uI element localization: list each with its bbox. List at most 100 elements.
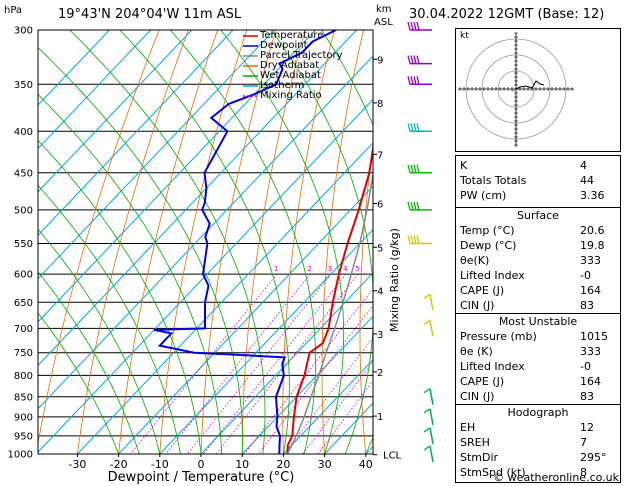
- isotherm-line: [200, 272, 373, 454]
- isotherm-line: [38, 30, 110, 106]
- wind-barb: [407, 76, 432, 86]
- dry-adiabat: [159, 30, 248, 454]
- hodograph-stat-row: StmDir 295°: [456, 450, 620, 465]
- wet-adiabat: [38, 271, 140, 454]
- wet-adiabat: [119, 30, 290, 454]
- legend-swatch: [243, 45, 258, 47]
- most-unstable-row: Pressure (mb) 1015: [456, 329, 620, 344]
- wind-barb: [423, 319, 434, 337]
- wind-barb: [407, 21, 432, 31]
- pressure-tick-label: 700: [14, 324, 33, 335]
- parcel-trajectory-profile: [286, 170, 373, 454]
- km-tick-label: 2: [377, 368, 383, 379]
- isotherm-line: [241, 315, 373, 454]
- wet-adiabat: [38, 184, 181, 454]
- isotherm-line: [38, 30, 234, 236]
- surface-row: Dewp (°C) 19.8: [456, 238, 620, 253]
- footer-credit: © weatheronline.co.uk: [493, 471, 619, 484]
- legend-swatch: [243, 85, 258, 87]
- hodograph-trace: [515, 80, 545, 90]
- legend-swatch: [243, 55, 258, 57]
- hodograph-kt-label: kt: [460, 31, 469, 41]
- surface-row: θe(K) 333: [456, 253, 620, 268]
- legend-label: Dry Adiabat: [260, 60, 320, 71]
- index-value: 4: [580, 159, 587, 172]
- x-tick-label: -10: [151, 458, 169, 471]
- mixing-ratio-label: 1: [274, 265, 278, 273]
- hodograph-stat-value: 295°: [580, 451, 607, 464]
- surface-row: CAPE (J) 164: [456, 283, 620, 298]
- pressure-tick-label: 950: [14, 431, 33, 442]
- x-tick-label: 0: [198, 458, 205, 471]
- index-value: 44: [580, 174, 594, 187]
- x-tick-label: -30: [68, 458, 86, 471]
- mixing-ratio-label: 2: [307, 265, 311, 273]
- pressure-tick-label: 650: [14, 298, 33, 309]
- legend-item: Isotherm: [242, 81, 343, 91]
- pressure-tick-label: 850: [14, 392, 33, 403]
- surface-value: 164: [580, 284, 601, 297]
- isotherm-line: [38, 30, 316, 323]
- x-axis-label: Dewpoint / Temperature (°C): [108, 470, 295, 485]
- asl-label: ASL: [374, 17, 393, 28]
- hodograph-stat-label: EH: [460, 421, 476, 434]
- most-unstable-label: CIN (J): [460, 390, 495, 403]
- legend-swatch: [243, 65, 258, 67]
- isotherm-line: [38, 30, 193, 193]
- wind-barb: [407, 201, 432, 211]
- legend-item: Wet Adiabat: [242, 71, 343, 81]
- legend-swatch: [243, 75, 258, 77]
- km-tick-label: 3: [377, 330, 383, 341]
- most-unstable-title: Most Unstable: [456, 313, 620, 329]
- wind-barb: [423, 293, 434, 311]
- wet-adiabat: [38, 312, 119, 454]
- mixing-ratio-line: [203, 273, 347, 454]
- km-tick-label: 5: [377, 243, 383, 254]
- surface-label: CIN (J): [460, 299, 495, 312]
- temperature-profile: [286, 142, 373, 454]
- hodograph-stat-label: StmSpd (kt): [460, 466, 526, 479]
- wet-adiabat: [270, 30, 373, 454]
- legend-item: Temperature: [242, 31, 343, 41]
- km-tick-label: 9: [377, 55, 383, 66]
- surface-label: CAPE (J): [460, 284, 505, 297]
- wind-barb: [407, 235, 432, 245]
- surface-value: 19.8: [580, 239, 605, 252]
- pressure-tick-label: 400: [14, 127, 33, 138]
- surface-label: Dewp (°C): [460, 239, 517, 252]
- index-value: 3.36: [580, 189, 605, 202]
- pressure-tick-label: 750: [14, 348, 33, 359]
- legend-item: Parcel Trajectory: [242, 51, 343, 61]
- indices-panel: K 4 Totals Totals 44 PW (cm) 3.36 Surface Tem…: [455, 155, 621, 483]
- most-unstable-label: Lifted Index: [460, 360, 525, 373]
- isotherm-line: [159, 228, 373, 454]
- pressure-tick-label: 500: [14, 205, 33, 216]
- pressure-tick-label: 450: [14, 168, 33, 179]
- legend-swatch: [243, 95, 258, 97]
- km-label: km: [376, 4, 392, 15]
- mixing-ratio-line: [165, 273, 311, 454]
- x-tick-label: -20: [110, 458, 128, 471]
- hodograph-stat-row: StmSpd (kt) 8: [456, 465, 620, 480]
- wind-barb: [423, 408, 434, 426]
- hodograph-plot: [458, 32, 574, 147]
- legend-label: Isotherm: [260, 80, 305, 91]
- km-tick-label: 4: [377, 287, 383, 298]
- index-row: PW (cm) 3.36: [456, 188, 620, 203]
- x-tick-label: 30: [318, 458, 332, 471]
- wind-barb: [423, 388, 434, 405]
- most-unstable-value: -0: [580, 360, 591, 373]
- surface-row: Lifted Index -0: [456, 268, 620, 283]
- pressure-tick-label: 550: [14, 239, 33, 250]
- hpa-label: hPa: [4, 5, 23, 16]
- legend-label: Wet Adiabat: [260, 70, 321, 81]
- dewpoint-profile: [153, 30, 337, 454]
- legend-label: Parcel Trajectory: [260, 50, 343, 61]
- legend-label: Temperature: [260, 30, 324, 41]
- most-unstable-value: 83: [580, 390, 594, 403]
- wet-adiabat: [69, 30, 266, 454]
- hodograph-stat-label: SREH: [460, 436, 490, 449]
- pressure-tick-label: 600: [14, 270, 33, 281]
- surface-label: Temp (°C): [460, 224, 515, 237]
- wet-adiabat: [220, 30, 345, 454]
